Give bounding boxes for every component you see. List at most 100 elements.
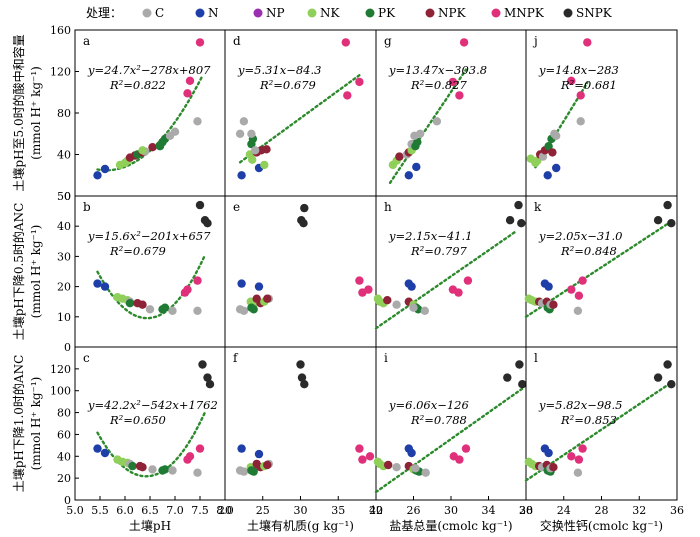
point-n [100,282,110,291]
y-tick-label: 80 [57,107,71,120]
y-tick-label: 40 [57,149,71,162]
panel-f: f [224,346,377,501]
point-mnpk [183,285,192,294]
fit-line [524,380,674,482]
fit-equation: y=6.06x−126 [388,398,469,412]
point-c [576,117,585,126]
point-snpk [517,219,526,228]
fit-r2: R²=0.797 [410,244,468,258]
panel-frame [525,29,678,197]
point-n [237,171,246,180]
point-mnpk [576,91,585,100]
point-snpk [518,380,527,389]
panel-letter: f [233,351,239,365]
fit-equation: y=15.6x²−201x+657 [87,229,211,243]
y-tick-label: 20 [57,281,71,294]
fit-r2: R²=0.681 [560,78,617,92]
legend-title: 处理： [86,6,122,20]
panel-frame [224,29,377,197]
legend-label-np: NP [266,6,285,20]
point-snpk [667,380,676,389]
point-snpk [663,200,672,210]
x-axis-label: 土壤有机质(g kg⁻¹) [247,518,354,533]
panel-letter: d [233,34,241,48]
point-mnpk [578,444,587,453]
fit-equation: y=42.2x²−542x+1762 [87,398,218,412]
point-c [193,306,202,315]
x-tick-label: 20 [218,504,232,517]
x-tick-label: 5.0 [66,504,84,517]
x-axis-label: 土壤pH [129,518,171,533]
point-mnpk [195,38,205,47]
point-mnpk [574,291,584,300]
point-snpk [300,203,309,213]
point-snpk [653,216,663,225]
panel-l: l y=5.82x−98.5R²=0.853 [524,346,678,501]
x-tick-label: 7.5 [191,504,209,517]
point-npk [263,460,272,470]
point-mnpk [355,444,364,453]
point-c [552,131,561,140]
panel-letter: a [83,34,90,48]
panel-e: e [224,195,377,348]
point-pk [249,467,258,476]
panel-letter: c [83,351,90,365]
point-c [235,129,245,138]
point-n [404,171,413,180]
y-tick-label: 40 [57,220,71,233]
fit-equation: y=14.8x−283 [538,63,619,77]
point-mnpk [358,455,367,464]
panel-frame [375,29,527,197]
point-c [239,117,249,126]
point-c [148,465,157,474]
point-c [168,306,177,315]
point-c [573,306,583,315]
point-npk [384,460,393,470]
point-pk [413,137,422,147]
legend-marker-nk [307,8,317,18]
y-tick-label: 100 [50,385,71,398]
panel-letter: i [384,351,388,365]
point-npk [548,148,557,157]
panel-k: k y=2.05x−31.0R²=0.848 [524,195,678,348]
x-tick-label: 6.0 [116,504,134,517]
point-snpk [195,200,205,210]
y-tick-label: 30 [57,250,71,263]
point-c [239,306,249,315]
point-npk [263,294,272,303]
x-tick-label: 30 [444,504,458,517]
panel-letter: e [233,200,240,214]
point-c [168,466,177,475]
point-c [392,463,401,472]
panel-letter: j [532,34,538,48]
point-c [193,117,202,126]
panel-frame [224,346,377,501]
legend-marker-npk [425,8,435,18]
point-mnpk [567,76,576,86]
point-c [247,129,256,138]
point-snpk [203,373,212,382]
point-npk [148,143,157,152]
y-tick-label: 0 [64,190,71,203]
point-npk [549,300,558,309]
x-tick-label: 8.0 [216,504,234,517]
panel-letter: g [384,34,392,48]
panels: ay=24.7x²−278x+807R²=0.822dy=5.31x−84.3R… [74,29,678,501]
point-pk [160,303,170,312]
y-tick-label: 120 [50,66,71,79]
fit-equation: y=5.82x−98.5 [538,398,622,412]
point-npk [549,463,558,472]
point-n [543,171,552,180]
point-mnpk [355,276,364,285]
point-c [432,117,442,126]
point-n [552,163,561,173]
point-mnpk [463,276,473,285]
legend-marker-snpk [563,8,573,18]
point-mnpk [578,276,587,285]
point-npk [262,145,271,154]
